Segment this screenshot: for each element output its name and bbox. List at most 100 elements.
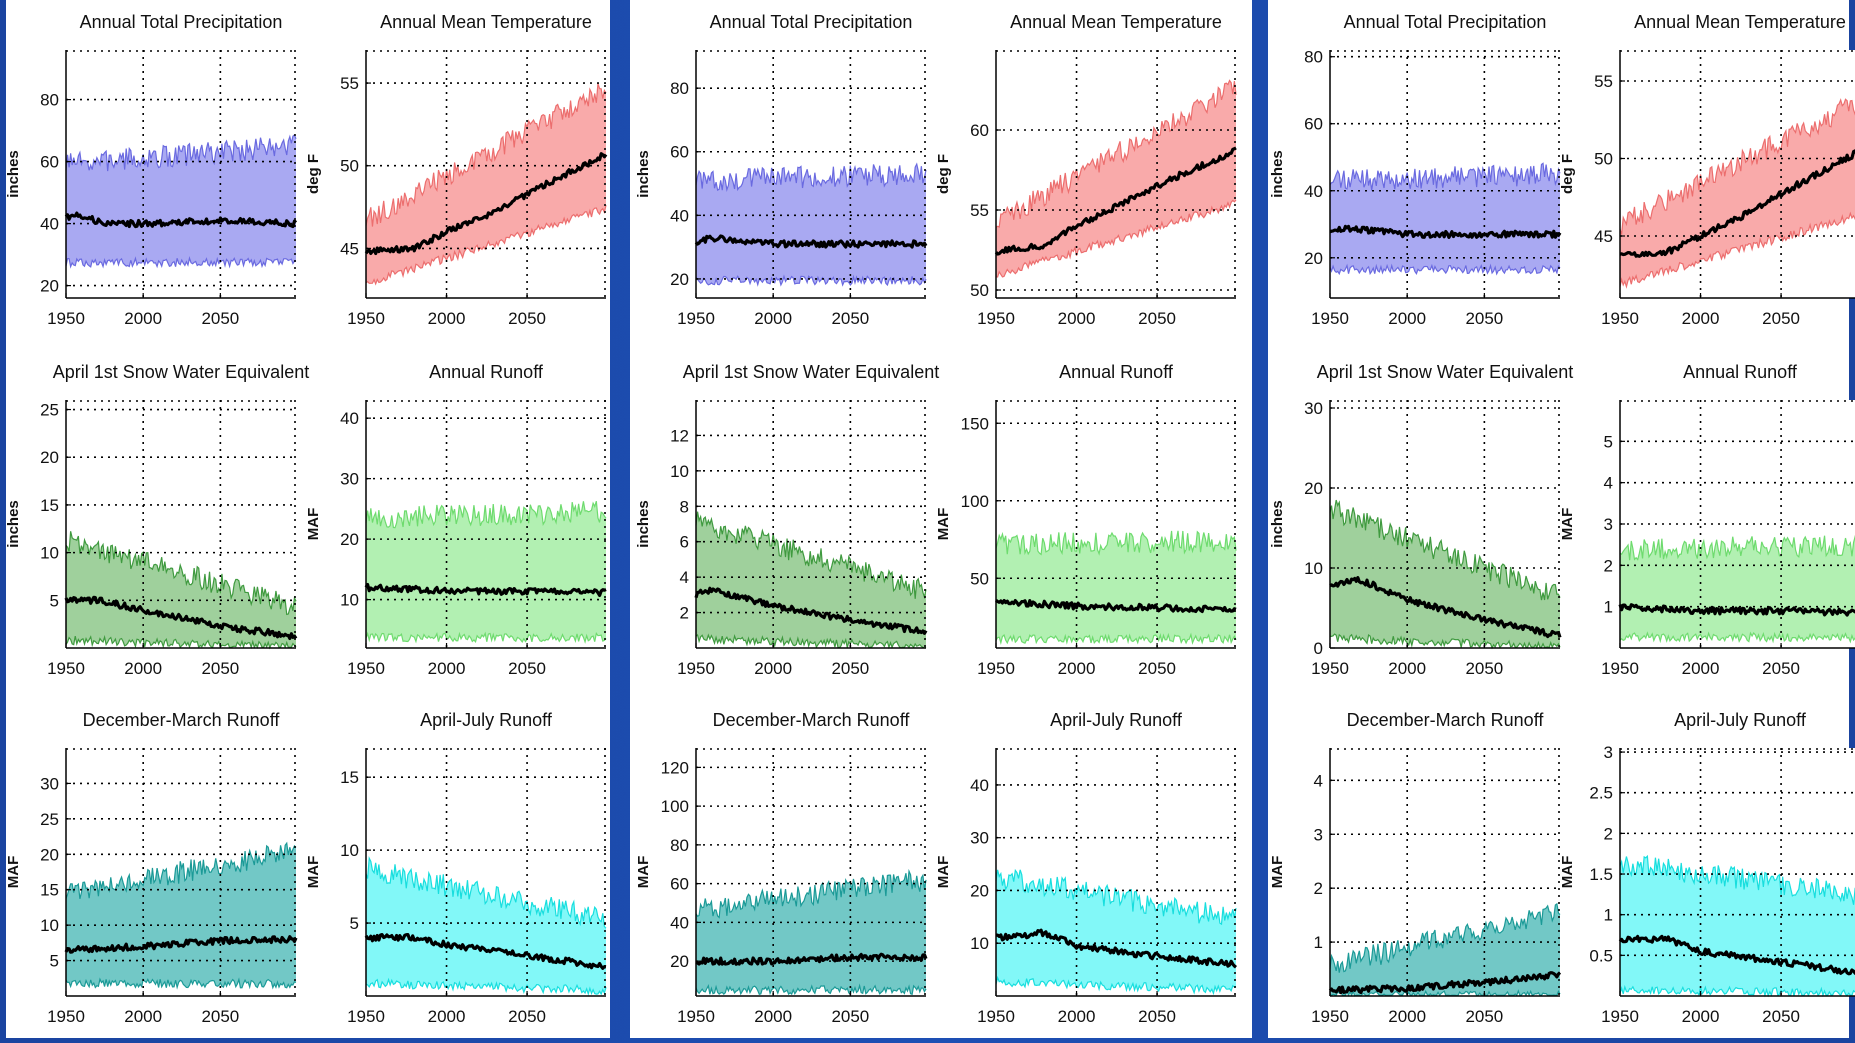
x-tick-label: 2050 (1465, 659, 1503, 678)
range-band-lower (365, 977, 607, 996)
x-tick-label: 2050 (1465, 1007, 1503, 1026)
y-tick-label: 0.5 (1589, 946, 1613, 965)
chart-p3-2: Annual Mean Temperature 45 50 55 1950 2000 205… (1559, 12, 1855, 328)
x-tick-label: 2000 (1388, 1007, 1426, 1026)
y-axis-label: MAF (635, 856, 652, 889)
x-tick-label: 2050 (1138, 659, 1176, 678)
range-band-upper (995, 530, 1237, 556)
chart-title: Annual Mean Temperature (380, 12, 592, 32)
y-tick-label: 1 (1314, 933, 1323, 952)
x-tick-label: 1950 (47, 309, 85, 328)
x-tick-label: 1950 (1601, 309, 1639, 328)
chart-title: April-July Runoff (420, 710, 553, 730)
median-line (364, 932, 607, 970)
median-line (64, 935, 298, 954)
x-tick-label: 2000 (1388, 309, 1426, 328)
chart-p1-4: Annual Runoff 10 20 30 40 1950 2000 2050 MAF (305, 362, 607, 678)
range-band-lower (65, 255, 297, 269)
range-band-lower (695, 983, 927, 996)
y-tick-label: 150 (961, 414, 989, 433)
y-tick-label: 50 (970, 281, 989, 300)
range-band-upper (1619, 534, 1855, 561)
y-tick-label: 20 (970, 881, 989, 900)
range-band-upper (1619, 98, 1855, 235)
x-tick-label: 1950 (977, 659, 1015, 678)
y-tick-label: 30 (40, 774, 59, 793)
x-tick-label: 2050 (508, 659, 546, 678)
y-tick-label: 40 (40, 215, 59, 234)
median-line (1618, 603, 1855, 617)
range-band-upper (365, 855, 607, 929)
x-tick-label: 2000 (754, 1007, 792, 1026)
y-axis-label: MAF (935, 856, 952, 889)
y-tick-label: 4 (1314, 771, 1323, 790)
x-tick-label: 1950 (347, 309, 385, 328)
x-tick-label: 2000 (754, 309, 792, 328)
chart-p1-2: Annual Mean Temperature 45 50 55 1950 2000 205… (305, 12, 608, 328)
median-line (695, 952, 928, 966)
y-tick-label: 1 (1604, 598, 1613, 617)
range-band-lower (1619, 631, 1855, 644)
range-band (1330, 500, 1560, 648)
y-tick-label: 80 (1304, 48, 1323, 67)
x-tick-label: 1950 (347, 1007, 385, 1026)
x-tick-label: 1950 (47, 659, 85, 678)
x-tick-label: 2050 (831, 309, 869, 328)
range-band-upper (695, 511, 927, 600)
y-tick-label: 80 (40, 91, 59, 110)
chart-title: Annual Runoff (1059, 362, 1174, 382)
y-tick-label: 15 (40, 496, 59, 515)
y-tick-label: 3 (1604, 743, 1613, 762)
chart-title: Annual Runoff (1683, 362, 1798, 382)
y-tick-label: 4 (680, 568, 689, 587)
x-tick-label: 2000 (1388, 659, 1426, 678)
y-axis-label: inches (635, 500, 652, 548)
chart-p1-3: April 1st Snow Water Equivalent 5 10 15 20 25… (5, 362, 309, 678)
x-tick-label: 1950 (677, 309, 715, 328)
y-tick-label: 15 (340, 768, 359, 787)
range-band-upper (365, 501, 607, 529)
x-tick-label: 2000 (124, 309, 162, 328)
median-line (64, 595, 298, 641)
range-band-lower (695, 633, 927, 650)
chart-title: December-March Runoff (713, 710, 911, 730)
chart-title: April 1st Snow Water Equivalent (683, 362, 939, 382)
y-tick-label: 20 (340, 530, 359, 549)
y-tick-label: 25 (40, 810, 59, 829)
x-tick-label: 2000 (754, 659, 792, 678)
y-tick-label: 40 (670, 913, 689, 932)
range-band-upper (365, 83, 607, 227)
y-tick-label: 6 (680, 533, 689, 552)
y-tick-label: 2 (680, 604, 689, 623)
y-axis-label: inches (5, 150, 22, 198)
chart-title: April-July Runoff (1050, 710, 1183, 730)
x-tick-label: 2050 (831, 1007, 869, 1026)
range-band-upper (695, 162, 927, 193)
range-band (366, 858, 606, 995)
x-tick-label: 1950 (677, 659, 715, 678)
range-band (696, 511, 926, 648)
y-tick-label: 25 (40, 401, 59, 420)
y-tick-label: 40 (670, 206, 689, 225)
range-band (996, 80, 1236, 277)
chart-title: April 1st Snow Water Equivalent (1317, 362, 1573, 382)
median-line (994, 146, 1237, 256)
y-tick-label: 60 (970, 121, 989, 140)
chart-title: December-March Runoff (1347, 710, 1545, 730)
y-tick-label: 0 (1314, 639, 1323, 658)
y-tick-label: 8 (680, 497, 689, 516)
y-tick-label: 10 (1304, 559, 1323, 578)
range-band-lower (1619, 984, 1855, 998)
chart-p3-1: Annual Total Precipitation 20 40 60 80 1950 20… (1269, 12, 1562, 328)
x-tick-label: 1950 (1311, 1007, 1349, 1026)
range-band-lower (995, 199, 1237, 278)
range-band-lower (365, 204, 607, 286)
y-tick-label: 60 (40, 153, 59, 172)
y-tick-label: 60 (670, 875, 689, 894)
chart-title: Annual Total Precipitation (1344, 12, 1547, 32)
y-tick-label: 20 (670, 952, 689, 971)
x-tick-label: 2000 (124, 1007, 162, 1026)
y-tick-label: 2 (1604, 556, 1613, 575)
x-tick-label: 2000 (124, 659, 162, 678)
chart-p3-6: April-July Runoff 0.5 1 1.5 2 2.5 3 1950 2000 205… (1559, 710, 1855, 1026)
